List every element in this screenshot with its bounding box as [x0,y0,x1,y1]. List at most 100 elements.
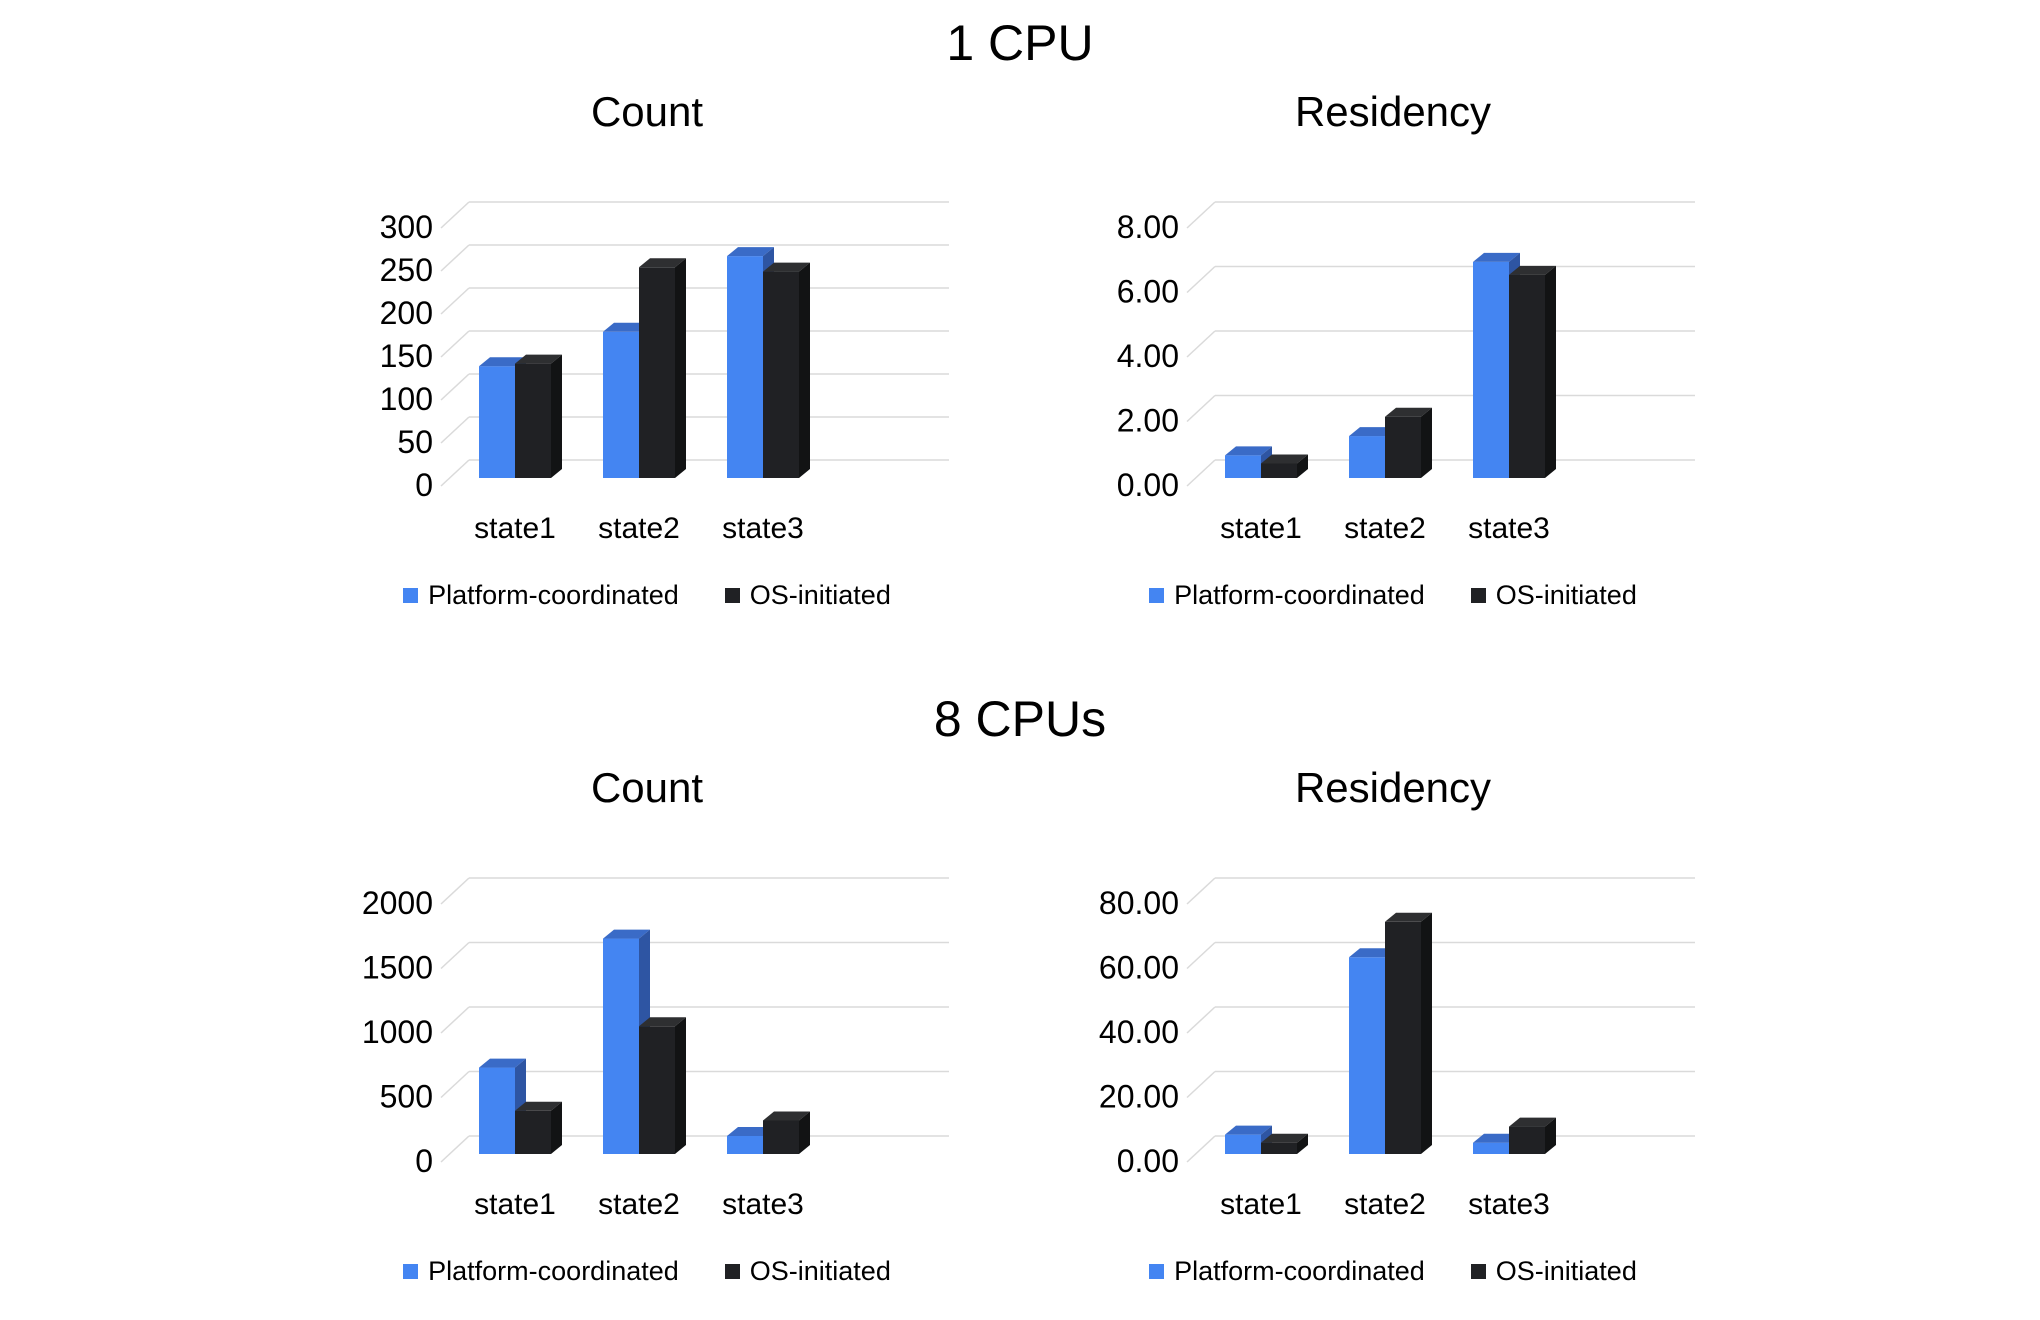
bar-side-face [551,354,562,478]
bar-front-face [1385,416,1421,478]
y-tick-label: 80.00 [1099,885,1179,921]
chart-title-1cpu-count: Count [590,88,704,135]
y-tick-label: 1500 [362,950,433,986]
axis-tick-diagonal [440,287,470,315]
bar-top-face [1473,252,1520,262]
bar-front-face [1473,1142,1509,1154]
chart-title-1cpu-residency: Residency [1294,88,1492,135]
legend-swatch-platform-icon [1149,587,1165,603]
bar-top-face [1225,446,1272,456]
section-title-1cpu: 1 CPU [946,15,1094,71]
y-tick-label: 300 [380,209,433,245]
bar-top-face [1473,1133,1520,1143]
y-tick-label: 0.00 [1117,1143,1179,1179]
legend-item-os-initiated: OS-initiated [724,1256,891,1286]
axis-tick-diagonal [440,1006,470,1034]
axis-tick-diagonal [440,877,470,905]
legend-label-platform-coordinated: Platform-coordinated [428,580,679,610]
legend-swatch-os-icon [1470,1263,1486,1279]
chart-block-8cpus-residency: Residency 0.00 20.00 40.00 60.00 80.00 state1… [1083,748,1703,1286]
axis-tick-diagonal [440,416,470,444]
bar-front-face [479,366,515,478]
bar-state2-os-initiated [639,258,686,478]
bar-side-face [1545,265,1556,478]
x-category-label: state1 [474,1188,556,1221]
bar-top-face [1385,407,1432,417]
bar-front-face [1349,436,1385,478]
bar-top-face [1509,1117,1556,1127]
y-tick-label: 2.00 [1117,403,1179,439]
legend-item-platform-coordinated: Platform-coordinated [403,580,679,610]
legend-8cpus-count: Platform-coordinated OS-initiated [403,1256,891,1286]
bar-front-face [603,331,639,478]
x-category-label: state2 [598,1188,680,1221]
y-tick-label: 60.00 [1099,950,1179,986]
bar-front-face [1225,455,1261,478]
y-tick-label: 0 [415,1143,433,1179]
bar-front-face [727,256,763,478]
bar-front-face [515,1110,551,1154]
chart-title-8cpus-residency: Residency [1294,764,1492,811]
y-tick-label: 100 [380,381,433,417]
legend-label-os-initiated: OS-initiated [1495,1256,1637,1286]
legend-label-os-initiated: OS-initiated [749,580,891,610]
bar-state1-platform-coordinated [479,1058,526,1154]
y-tick-label: 2000 [362,885,433,921]
bar-side-face [1421,912,1432,1154]
bar-front-face [479,1067,515,1154]
bar-top-face [515,354,562,364]
axis-tick-diagonal [1186,1135,1216,1163]
bar-state1-os-initiated [515,1101,562,1154]
legend-swatch-platform-icon [403,587,419,603]
section-8cpus: 8 CPUs Count 0 500 1000 1500 2000 state1 state… [0,690,2040,1286]
bar-side-face [1421,407,1432,478]
bar-top-face [763,1111,810,1121]
x-category-label: state2 [1344,512,1426,545]
bar-state1-os-initiated [1261,454,1308,478]
bar-top-face [515,1101,562,1111]
charts-row-8cpus: Count 0 500 1000 1500 2000 state1 state2 state3… [0,748,2040,1286]
bar-top-face [603,929,650,939]
bar-top-face [1225,1125,1272,1135]
bar-state1-os-initiated [1261,1133,1308,1154]
axis-tick-diagonal [1186,201,1216,229]
legend-swatch-os-icon [724,1263,740,1279]
x-category-label: state2 [1344,1188,1426,1221]
x-category-label: state2 [598,512,680,545]
legend-swatch-platform-icon [1149,1263,1165,1279]
axis-tick-diagonal [440,373,470,401]
x-category-label: state3 [1468,1188,1550,1221]
bar-state3-os-initiated [763,262,810,478]
bar-side-face [551,1101,562,1154]
bar-top-face [479,357,526,367]
y-tick-label: 8.00 [1117,209,1179,245]
bar-top-face [1385,912,1432,922]
legend-item-platform-coordinated: Platform-coordinated [1149,580,1425,610]
bar-front-face [1349,957,1385,1154]
legend-item-os-initiated: OS-initiated [724,580,891,610]
bar-front-face [1509,274,1545,478]
legend-swatch-platform-icon [403,1263,419,1279]
y-tick-label: 250 [380,252,433,288]
bar-state1-os-initiated [515,354,562,478]
legend-item-os-initiated: OS-initiated [1470,1256,1637,1286]
x-category-label: state1 [1220,1188,1302,1221]
bar-state3-os-initiated [1509,1117,1556,1154]
bar-state2-os-initiated [1385,912,1432,1154]
bar-front-face [1385,921,1421,1154]
x-category-label: state1 [1220,512,1302,545]
bar-side-face [1297,1133,1308,1154]
bar-top-face [1261,1133,1308,1143]
bar-state3-os-initiated [763,1111,810,1154]
axis-tick-diagonal [1186,394,1216,423]
axis-tick-diagonal [1186,1070,1216,1099]
bar-top-face [763,262,810,272]
bar-front-face [515,363,551,478]
axis-tick-diagonal [440,244,470,272]
legend-label-platform-coordinated: Platform-coordinated [428,1256,679,1286]
legend-label-platform-coordinated: Platform-coordinated [1174,580,1425,610]
bar-chart-svg: 0.00 20.00 40.00 60.00 80.00 state1 state2 stat… [1099,877,1695,1221]
legend-label-os-initiated: OS-initiated [1495,580,1637,610]
bar-chart-svg: 0.00 2.00 4.00 6.00 8.00 state1 state2 state3 [1117,201,1695,545]
bar-state3-os-initiated [1509,265,1556,478]
